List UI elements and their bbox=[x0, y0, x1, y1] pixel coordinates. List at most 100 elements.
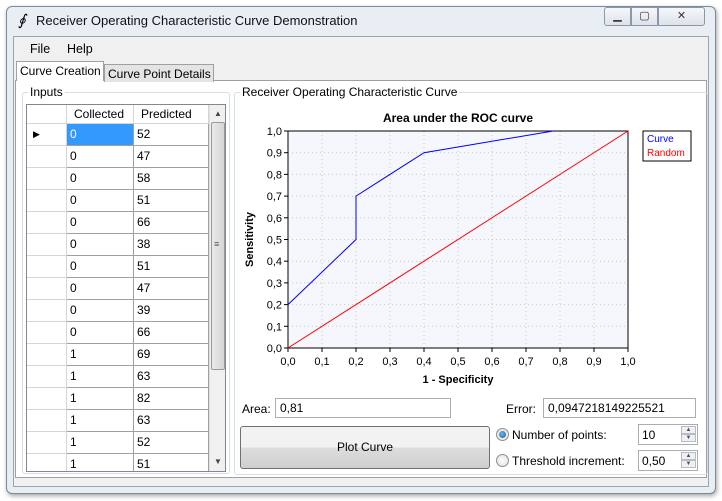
cell-collected[interactable]: 0 bbox=[67, 212, 134, 234]
row-header[interactable] bbox=[27, 300, 67, 322]
y-tick-label: 0,7 bbox=[267, 191, 282, 203]
current-row-icon: ▶ bbox=[33, 129, 40, 139]
row-header[interactable] bbox=[27, 454, 67, 471]
cell-collected[interactable]: 1 bbox=[67, 432, 134, 454]
close-button[interactable]: ✕ bbox=[658, 7, 705, 26]
y-tick-label: 0,9 bbox=[267, 148, 282, 160]
row-header[interactable]: ▶ bbox=[27, 124, 67, 146]
number-of-points-spinner[interactable]: 10 ▲ ▼ bbox=[638, 424, 698, 445]
row-header[interactable] bbox=[27, 256, 67, 278]
column-header-predicted[interactable]: Predicted bbox=[134, 105, 209, 124]
menu-help[interactable]: Help bbox=[67, 42, 93, 56]
spin-down-icon[interactable]: ▼ bbox=[681, 434, 696, 442]
cell-predicted[interactable]: 82 bbox=[134, 388, 209, 410]
cell-predicted[interactable]: 51 bbox=[134, 256, 209, 278]
x-tick-label: 0,9 bbox=[586, 356, 601, 368]
menu-file[interactable]: File bbox=[30, 42, 51, 56]
cell-collected[interactable]: 0 bbox=[67, 322, 134, 344]
spin-up-icon[interactable]: ▲ bbox=[681, 452, 696, 460]
vertical-scrollbar[interactable]: ▲ ≡ ▼ bbox=[209, 105, 225, 471]
x-tick-label: 0,2 bbox=[348, 356, 363, 368]
roc-group-label: Receiver Operating Characteristic Curve bbox=[240, 85, 460, 99]
cell-collected[interactable]: 0 bbox=[67, 234, 134, 256]
cell-predicted[interactable]: 38 bbox=[134, 234, 209, 256]
threshold-increment-radio[interactable] bbox=[496, 454, 509, 467]
x-tick-label: 0,7 bbox=[518, 356, 533, 368]
cell-predicted[interactable]: 47 bbox=[134, 146, 209, 168]
cell-collected[interactable]: 0 bbox=[67, 168, 134, 190]
spin-up-icon[interactable]: ▲ bbox=[681, 426, 696, 434]
row-header[interactable] bbox=[27, 212, 67, 234]
row-header-corner bbox=[27, 105, 67, 124]
inputs-group bbox=[22, 92, 230, 474]
cell-predicted[interactable]: 63 bbox=[134, 410, 209, 432]
cell-predicted[interactable]: 66 bbox=[134, 322, 209, 344]
roc-group bbox=[234, 92, 708, 475]
cell-predicted[interactable]: 51 bbox=[134, 454, 209, 471]
row-header[interactable] bbox=[27, 190, 67, 212]
row-header[interactable] bbox=[27, 344, 67, 366]
spin-down-icon[interactable]: ▼ bbox=[681, 460, 696, 468]
roc-chart: 0,00,0 0,1 0,1 0,2 0,2 0,3 0,3 0,4 0,4 0,5 0,5 0,6 0… bbox=[244, 111, 692, 386]
row-header[interactable] bbox=[27, 146, 67, 168]
error-field[interactable]: 0,0947218149225521 bbox=[543, 398, 696, 418]
x-tick-label: 0,8 bbox=[552, 356, 567, 368]
row-header[interactable] bbox=[27, 278, 67, 300]
row-header[interactable] bbox=[27, 432, 67, 454]
x-tick-label: 0,4 bbox=[416, 356, 431, 368]
cell-collected[interactable]: 1 bbox=[67, 366, 134, 388]
number-of-points-label: Number of points: bbox=[512, 428, 607, 442]
cell-predicted[interactable]: 52 bbox=[134, 124, 209, 146]
area-field[interactable]: 0,81 bbox=[275, 398, 451, 418]
cell-predicted[interactable]: 58 bbox=[134, 168, 209, 190]
x-tick-label: 1,0 bbox=[620, 356, 635, 368]
plot-frame bbox=[287, 130, 629, 349]
cell-collected[interactable]: 1 bbox=[67, 344, 134, 366]
scroll-thumb[interactable]: ≡ bbox=[211, 122, 225, 370]
column-header-collected[interactable]: Collected bbox=[67, 105, 134, 124]
area-label: Area: bbox=[242, 402, 271, 416]
row-header[interactable] bbox=[27, 168, 67, 190]
plot-curve-button[interactable]: Plot Curve bbox=[240, 426, 490, 469]
x-tick-label: 0,1 bbox=[314, 356, 329, 368]
tab-curve-point-details[interactable]: Curve Point Details bbox=[104, 64, 214, 82]
y-tick-label: 0,3 bbox=[267, 278, 282, 290]
cell-collected[interactable]: 0 bbox=[67, 256, 134, 278]
cell-collected[interactable]: 0 bbox=[67, 300, 134, 322]
cell-collected[interactable]: 1 bbox=[67, 410, 134, 432]
y-axis-label: Sensitivity bbox=[244, 211, 256, 267]
cell-predicted[interactable]: 66 bbox=[134, 212, 209, 234]
row-header[interactable] bbox=[27, 388, 67, 410]
row-header[interactable] bbox=[27, 410, 67, 432]
row-header[interactable] bbox=[27, 366, 67, 388]
scroll-up-icon[interactable]: ▲ bbox=[214, 109, 222, 118]
cell-collected[interactable]: 1 bbox=[67, 388, 134, 410]
legend-box bbox=[642, 130, 692, 162]
maximize-button[interactable]: ▢ bbox=[631, 7, 658, 26]
x-tick-label: 0,0 bbox=[280, 356, 295, 368]
cell-collected[interactable]: 1 bbox=[67, 454, 134, 471]
row-header[interactable] bbox=[27, 322, 67, 344]
number-of-points-radio[interactable] bbox=[496, 428, 509, 441]
threshold-increment-spinner[interactable]: 0,50 ▲ ▼ bbox=[638, 450, 698, 471]
cell-collected[interactable]: 0 bbox=[67, 124, 134, 146]
cell-predicted[interactable]: 47 bbox=[134, 278, 209, 300]
scroll-down-icon[interactable]: ▼ bbox=[214, 457, 222, 466]
x-tick-label: 0,3 bbox=[382, 356, 397, 368]
cell-collected[interactable]: 0 bbox=[67, 190, 134, 212]
number-of-points-value: 10 bbox=[642, 428, 656, 442]
error-label: Error: bbox=[506, 402, 536, 416]
cell-collected[interactable]: 0 bbox=[67, 278, 134, 300]
cell-predicted[interactable]: 51 bbox=[134, 190, 209, 212]
cell-predicted[interactable]: 39 bbox=[134, 300, 209, 322]
cell-predicted[interactable]: 63 bbox=[134, 366, 209, 388]
grip-icon: ≡ bbox=[214, 239, 220, 249]
cell-predicted[interactable]: 69 bbox=[134, 344, 209, 366]
inputs-grid[interactable]: Collected Predicted ▶ 0 52 0 47 0 58 0 51 0 66 0 38 0… bbox=[26, 104, 226, 472]
row-header[interactable] bbox=[27, 234, 67, 256]
tab-curve-creation[interactable]: Curve Creation bbox=[16, 61, 104, 81]
cell-predicted[interactable]: 52 bbox=[134, 432, 209, 454]
minimize-button[interactable]: ▁ bbox=[604, 7, 631, 26]
threshold-increment-value: 0,50 bbox=[642, 454, 666, 468]
cell-collected[interactable]: 0 bbox=[67, 146, 134, 168]
